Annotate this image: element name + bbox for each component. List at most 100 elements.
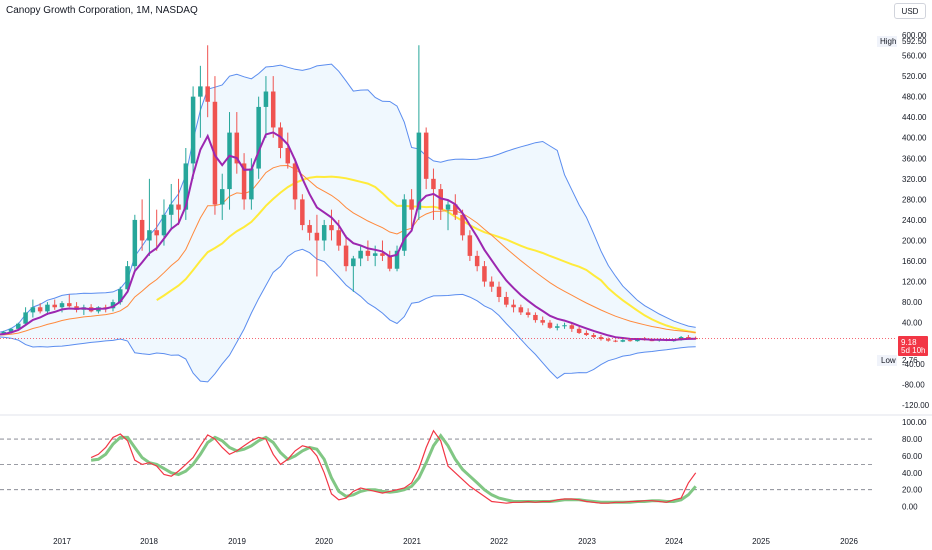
candle[interactable] [351, 255, 356, 292]
candle-body [234, 132, 240, 164]
candle[interactable] [110, 299, 116, 312]
candle-body [132, 219, 138, 267]
candle[interactable] [241, 153, 247, 210]
candle-body [562, 325, 567, 327]
candle[interactable] [198, 65, 203, 138]
price-tick-label: 400.00 [902, 134, 927, 143]
candle-body [314, 232, 320, 241]
candle[interactable] [168, 183, 174, 231]
currency-button[interactable]: USD [894, 3, 926, 19]
time-axis[interactable]: 2017 2018 2019 2020 2021 2022 2023 2024 2025 2026 [53, 537, 858, 546]
countdown-timer: 5d 10h [901, 346, 925, 355]
price-axis[interactable]: -120.00 -80.00 -40.00 40.00 80.00 120.00 160.0… [902, 31, 930, 410]
candle[interactable] [190, 86, 196, 179]
candle[interactable] [394, 245, 400, 272]
candle[interactable] [518, 304, 524, 315]
candle-body [598, 337, 604, 340]
candle[interactable] [453, 194, 458, 220]
candle[interactable] [423, 127, 429, 190]
candle[interactable] [387, 250, 393, 272]
candle-body [285, 148, 291, 164]
candle[interactable] [132, 214, 138, 272]
candle[interactable] [496, 281, 502, 303]
price-tick-label: 200.00 [902, 236, 927, 245]
candle[interactable] [139, 199, 145, 251]
candle[interactable] [445, 199, 451, 231]
price-tick-label: 360.00 [902, 154, 927, 163]
candle-body [183, 163, 189, 210]
candle[interactable] [504, 291, 509, 308]
candle[interactable] [620, 339, 626, 343]
candle[interactable] [234, 112, 240, 174]
candle[interactable] [37, 303, 43, 314]
candle[interactable] [489, 276, 494, 292]
time-tick-label: 2021 [403, 537, 421, 546]
candle-body [321, 225, 327, 241]
candle[interactable] [613, 339, 618, 343]
candle[interactable] [307, 219, 312, 241]
candle[interactable] [30, 299, 36, 318]
candle[interactable] [256, 96, 261, 179]
price-tick-label: 440.00 [902, 113, 927, 122]
candle[interactable] [605, 337, 611, 342]
candle[interactable] [67, 294, 72, 308]
candle[interactable] [285, 132, 291, 169]
candle-body [241, 163, 247, 200]
candle[interactable] [314, 214, 320, 277]
candle[interactable] [329, 209, 334, 241]
time-tick-label: 2024 [665, 537, 683, 546]
candle[interactable] [205, 45, 210, 118]
price-tick-label: -40.00 [902, 360, 925, 369]
time-tick-label: 2022 [490, 537, 508, 546]
candle[interactable] [292, 158, 298, 210]
candle[interactable] [365, 240, 371, 262]
candle-body [613, 340, 618, 342]
candle[interactable] [482, 261, 487, 287]
candle[interactable] [467, 230, 473, 262]
candle[interactable] [358, 245, 363, 267]
candle[interactable] [343, 235, 349, 272]
stochastic-d-line [90, 433, 697, 504]
candle[interactable] [270, 76, 276, 138]
candle[interactable] [321, 219, 327, 251]
candle[interactable] [16, 322, 21, 330]
candle[interactable] [598, 335, 604, 341]
stochastic-axis[interactable]: 0.00 20.00 40.00 60.00 80.00 100.00 [902, 418, 927, 511]
candle[interactable] [409, 189, 414, 231]
candle[interactable] [569, 322, 575, 332]
candle[interactable] [300, 194, 305, 231]
candle[interactable] [154, 209, 159, 251]
candle-body [154, 230, 159, 236]
candle[interactable] [416, 45, 422, 220]
candle-body [227, 132, 232, 190]
candle[interactable] [219, 173, 225, 220]
candle[interactable] [562, 322, 567, 329]
candle[interactable] [525, 308, 531, 318]
candle[interactable] [227, 112, 232, 210]
time-tick-label: 2026 [840, 537, 858, 546]
candle[interactable] [52, 299, 57, 310]
candle-body [409, 199, 414, 210]
candle-body [263, 91, 269, 107]
candle-body [453, 204, 458, 215]
candle[interactable] [547, 320, 553, 329]
candle[interactable] [576, 326, 582, 334]
candle[interactable] [147, 178, 152, 256]
candle[interactable] [540, 316, 545, 326]
candle[interactable] [59, 301, 65, 313]
candle[interactable] [125, 261, 130, 292]
candle[interactable] [402, 194, 407, 256]
candle[interactable] [591, 332, 596, 339]
candle[interactable] [176, 178, 181, 226]
candle[interactable] [23, 307, 28, 326]
stochastic-tick-label: 60.00 [902, 452, 923, 461]
candle-body [205, 86, 210, 102]
candle[interactable] [533, 312, 538, 323]
candle[interactable] [555, 323, 560, 331]
candle[interactable] [263, 76, 269, 138]
candle[interactable] [474, 250, 480, 272]
candle[interactable] [584, 330, 589, 337]
candle[interactable] [511, 299, 516, 313]
candle[interactable] [249, 158, 254, 210]
